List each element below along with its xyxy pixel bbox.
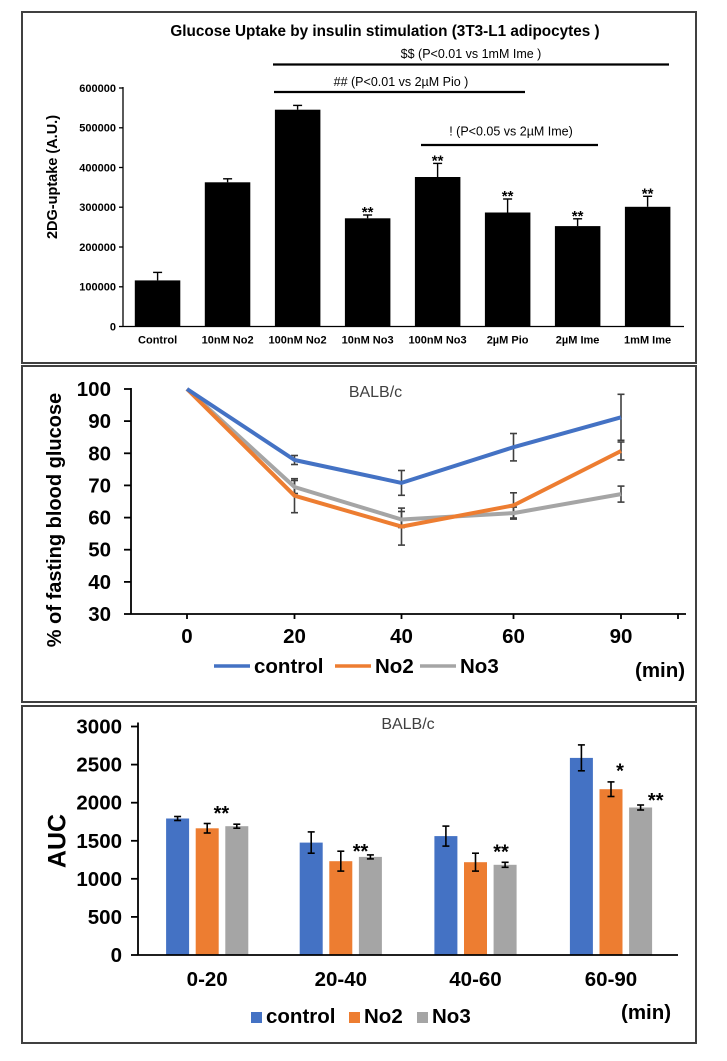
svg-text:100000: 100000 xyxy=(79,282,116,294)
svg-text:BALB/c: BALB/c xyxy=(381,716,434,733)
svg-text:Glucose Uptake by insulin stim: Glucose Uptake by insulin stimulation (3… xyxy=(170,23,599,40)
svg-text:2µM Pio: 2µM Pio xyxy=(487,335,529,347)
svg-text:40-60: 40-60 xyxy=(449,968,501,991)
svg-text:50: 50 xyxy=(88,539,111,562)
svg-text:90: 90 xyxy=(88,410,111,433)
svg-text:10nM No2: 10nM No2 xyxy=(202,335,254,347)
svg-text:control: control xyxy=(266,1005,335,1028)
svg-text:2000: 2000 xyxy=(76,792,122,815)
svg-text:(min): (min) xyxy=(621,1001,671,1024)
svg-text:0: 0 xyxy=(111,944,122,967)
svg-text:20: 20 xyxy=(283,625,306,648)
svg-text:**: ** xyxy=(642,185,654,202)
svg-text:AUC: AUC xyxy=(44,814,72,868)
svg-text:$$ (P<0.01 vs 1mM Ime ): $$ (P<0.01 vs 1mM Ime ) xyxy=(401,47,542,61)
svg-text:10nM No3: 10nM No3 xyxy=(342,335,394,347)
svg-text:40: 40 xyxy=(88,571,111,594)
svg-text:1000: 1000 xyxy=(76,868,122,891)
svg-text:500000: 500000 xyxy=(79,123,116,135)
svg-text:**: ** xyxy=(362,204,374,221)
svg-text:**: ** xyxy=(432,152,444,169)
svg-text:1mM Ime: 1mM Ime xyxy=(624,335,671,347)
svg-text:1500: 1500 xyxy=(76,830,122,853)
svg-text:90: 90 xyxy=(610,625,633,648)
svg-text:100nM No3: 100nM No3 xyxy=(409,335,467,347)
svg-text:100: 100 xyxy=(77,378,111,401)
svg-text:500: 500 xyxy=(88,906,122,929)
svg-text:*: * xyxy=(616,761,624,783)
svg-text:200000: 200000 xyxy=(79,242,116,254)
svg-text:(min): (min) xyxy=(635,659,685,682)
svg-text:600000: 600000 xyxy=(79,83,116,95)
svg-text:No2: No2 xyxy=(364,1005,403,1028)
svg-text:0: 0 xyxy=(181,625,192,648)
svg-text:No2: No2 xyxy=(375,655,414,678)
svg-text:! (P<0.05 vs 2µM Ime): ! (P<0.05 vs 2µM Ime) xyxy=(449,125,573,139)
svg-text:2500: 2500 xyxy=(76,754,122,777)
svg-text:400000: 400000 xyxy=(79,162,116,174)
svg-text:control: control xyxy=(254,655,323,678)
svg-text:3000: 3000 xyxy=(76,716,122,739)
svg-text:60: 60 xyxy=(88,507,111,530)
svg-text:30: 30 xyxy=(88,603,111,626)
svg-text:100nM No2: 100nM No2 xyxy=(269,335,327,347)
svg-text:**: ** xyxy=(502,188,514,205)
svg-text:20-40: 20-40 xyxy=(315,968,367,991)
svg-text:Control: Control xyxy=(138,335,177,347)
svg-text:80: 80 xyxy=(88,442,111,465)
svg-text:**: ** xyxy=(572,208,584,225)
svg-text:0-20: 0-20 xyxy=(187,968,228,991)
svg-text:40: 40 xyxy=(390,625,413,648)
svg-text:% of fasting blood glucose: % of fasting blood glucose xyxy=(44,393,66,647)
svg-text:No3: No3 xyxy=(432,1005,471,1028)
svg-text:0: 0 xyxy=(110,321,116,333)
svg-text:70: 70 xyxy=(88,474,111,497)
svg-text:2µM Ime: 2µM Ime xyxy=(556,335,600,347)
svg-text:**: ** xyxy=(214,803,230,825)
svg-text:No3: No3 xyxy=(460,655,499,678)
svg-text:60-90: 60-90 xyxy=(585,968,637,991)
svg-text:**: ** xyxy=(648,790,664,812)
svg-text:BALB/c: BALB/c xyxy=(349,384,402,401)
svg-text:2DG-uptake (A.U.): 2DG-uptake (A.U.) xyxy=(45,115,61,239)
svg-text:**: ** xyxy=(353,841,369,863)
svg-text:## (P<0.01 vs 2µM Pio ): ## (P<0.01 vs 2µM Pio ) xyxy=(334,75,469,89)
svg-text:300000: 300000 xyxy=(79,202,116,214)
svg-text:60: 60 xyxy=(502,625,525,648)
svg-text:**: ** xyxy=(493,842,509,864)
